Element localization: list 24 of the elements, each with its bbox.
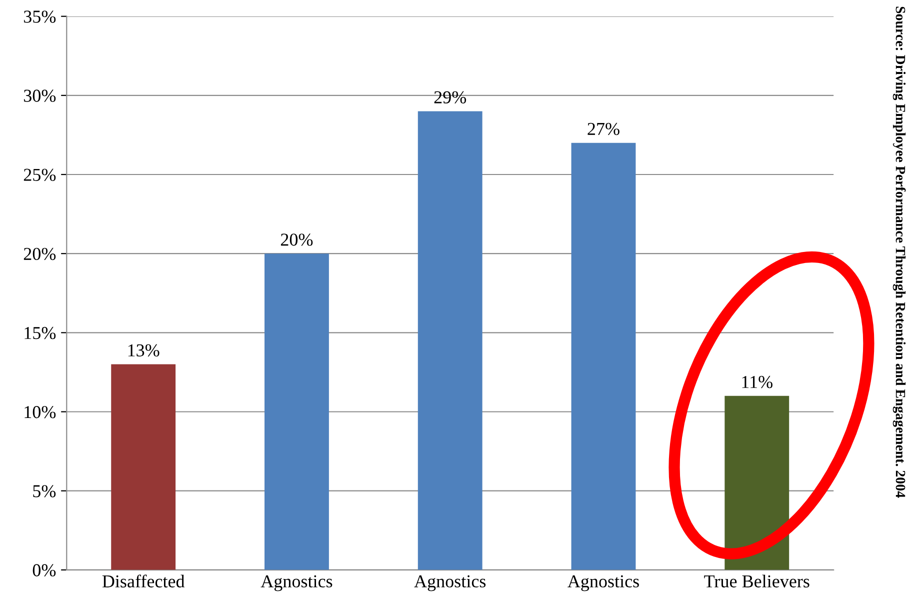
data-label: 13%: [128, 344, 160, 357]
x-tick-label: Agnostics: [414, 575, 486, 592]
data-label: 27%: [588, 122, 620, 136]
data-label: 11%: [742, 376, 772, 388]
y-tick-label: 30%: [24, 90, 56, 102]
bar: [111, 364, 176, 570]
x-tick-label: Agnostics: [568, 575, 639, 592]
y-tick-label: 25%: [24, 168, 56, 181]
y-tick-label: 20%: [24, 248, 56, 260]
bar: [571, 142, 636, 570]
y-tick-label: 0%: [32, 564, 56, 576]
bar: [418, 111, 482, 570]
y-tick-label: 35%: [24, 10, 56, 23]
y-tick-label: 15%: [24, 326, 56, 340]
source-note: Source: Driving Employee Performance Through Retention and Engagement. 2004: [892, 6, 906, 498]
bar: [724, 396, 790, 570]
bar: [264, 254, 329, 570]
x-tick-label: True Believers: [704, 574, 810, 588]
data-label: 29%: [434, 91, 466, 104]
x-tick-label: Disaffected: [102, 574, 185, 588]
y-tick-label: 5%: [33, 485, 56, 498]
x-tick-label: Agnostics: [260, 575, 332, 592]
data-label: 20%: [280, 234, 313, 246]
y-tick-label: 10%: [24, 406, 56, 418]
